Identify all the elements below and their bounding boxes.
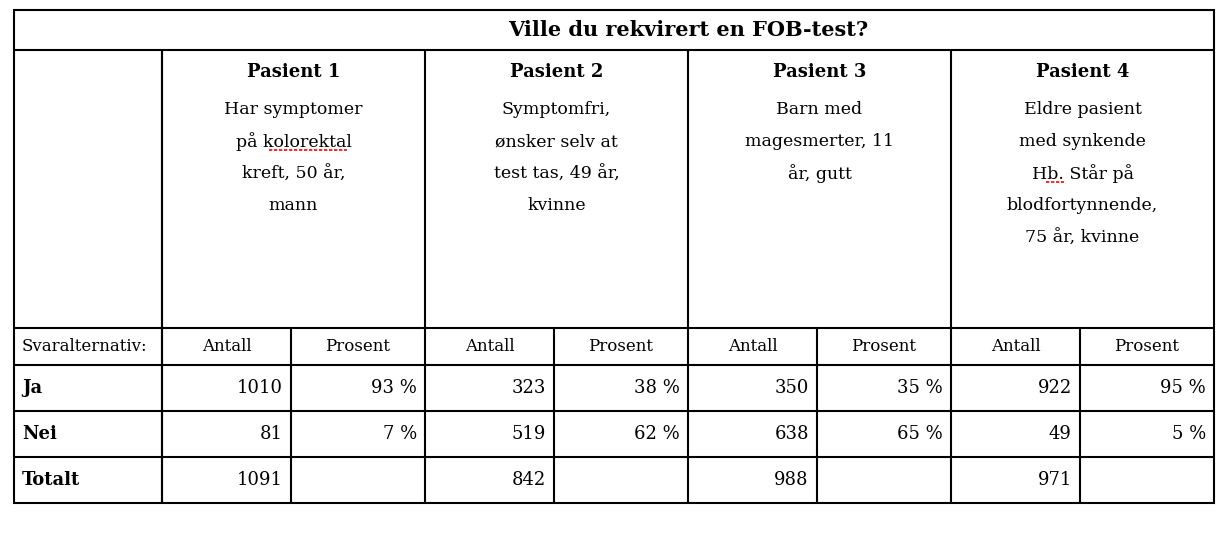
Text: Pasient 4: Pasient 4 [1035, 63, 1130, 81]
Text: 922: 922 [1038, 379, 1072, 397]
Text: 81: 81 [260, 425, 282, 443]
Text: Har symptomer: Har symptomer [225, 101, 362, 119]
Text: mann: mann [269, 198, 318, 215]
Text: 988: 988 [775, 471, 809, 489]
Text: 49: 49 [1049, 425, 1072, 443]
Text: kreft, 50 år,: kreft, 50 år, [242, 166, 345, 183]
Text: Prosent: Prosent [325, 338, 391, 355]
Text: Pasient 2: Pasient 2 [510, 63, 603, 81]
Text: 65 %: 65 % [898, 425, 943, 443]
Text: 323: 323 [512, 379, 546, 397]
Text: Prosent: Prosent [1115, 338, 1179, 355]
Text: Antall: Antall [201, 338, 252, 355]
Text: 95 %: 95 % [1160, 379, 1206, 397]
Text: Prosent: Prosent [851, 338, 916, 355]
Text: 62 %: 62 % [634, 425, 680, 443]
Text: Pasient 3: Pasient 3 [772, 63, 866, 81]
Text: Antall: Antall [991, 338, 1040, 355]
Text: 638: 638 [775, 425, 809, 443]
Text: Antall: Antall [728, 338, 777, 355]
Text: 93 %: 93 % [371, 379, 418, 397]
Text: 1091: 1091 [237, 471, 282, 489]
Text: Totalt: Totalt [22, 471, 80, 489]
Text: Ville du rekvirert en FOB-test?: Ville du rekvirert en FOB-test? [508, 20, 868, 40]
Text: på kolorektal: på kolorektal [236, 132, 351, 152]
Text: Antall: Antall [464, 338, 515, 355]
Text: 971: 971 [1038, 471, 1072, 489]
Text: Svaralternativ:: Svaralternativ: [22, 338, 147, 355]
Text: Pasient 1: Pasient 1 [247, 63, 340, 81]
Text: ønsker selv at: ønsker selv at [495, 134, 618, 151]
Text: magesmerter, 11: magesmerter, 11 [745, 134, 894, 151]
Text: blodfortynnende,: blodfortynnende, [1007, 198, 1158, 215]
Text: Nei: Nei [22, 425, 56, 443]
Text: 1010: 1010 [237, 379, 282, 397]
Text: Ja: Ja [22, 379, 42, 397]
Text: 5 %: 5 % [1172, 425, 1206, 443]
Text: test tas, 49 år,: test tas, 49 år, [494, 166, 619, 183]
Text: Prosent: Prosent [588, 338, 653, 355]
Text: 38 %: 38 % [634, 379, 680, 397]
Text: 842: 842 [512, 471, 546, 489]
Text: Hb. Står på: Hb. Står på [1032, 164, 1133, 184]
Text: kvinne: kvinne [527, 198, 586, 215]
Text: 519: 519 [512, 425, 546, 443]
Text: 350: 350 [775, 379, 809, 397]
Text: Eldre pasient: Eldre pasient [1024, 101, 1142, 119]
Text: 7 %: 7 % [383, 425, 418, 443]
Text: 75 år, kvinne: 75 år, kvinne [1025, 230, 1140, 247]
Text: Symptomfri,: Symptomfri, [502, 101, 612, 119]
Text: 35 %: 35 % [898, 379, 943, 397]
Text: med synkende: med synkende [1019, 134, 1146, 151]
Text: Barn med: Barn med [776, 101, 862, 119]
Text: år, gutt: år, gutt [787, 164, 851, 184]
